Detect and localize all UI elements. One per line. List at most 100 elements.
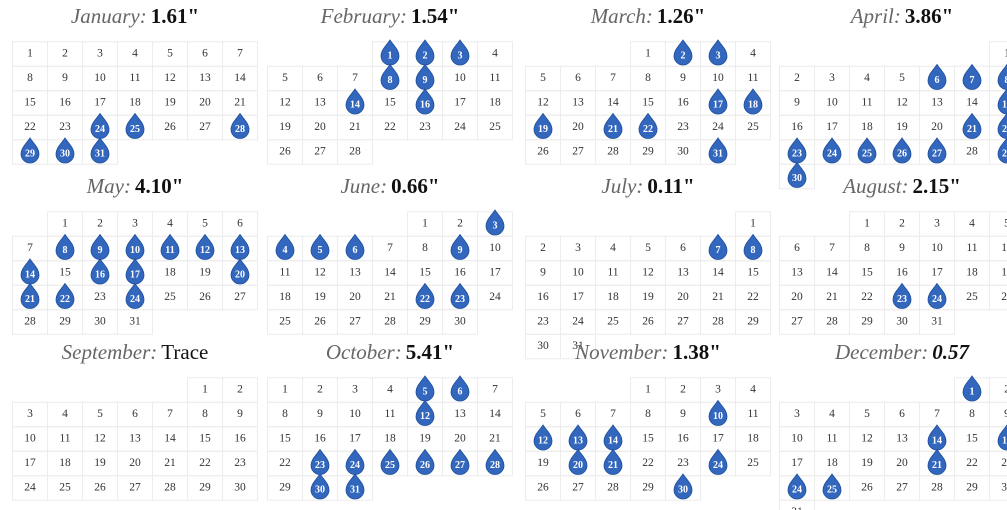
rain-drop — [533, 112, 553, 139]
day-number: 12 — [896, 97, 908, 109]
rain-drop — [345, 473, 365, 500]
day-number: 5 — [167, 48, 173, 60]
day-number: 2 — [540, 242, 546, 254]
rain-drop — [415, 448, 435, 475]
day-number: 10 — [24, 433, 36, 445]
day-number: 27 — [234, 291, 246, 303]
day-cell — [989, 139, 1007, 165]
day-number: 9 — [458, 245, 463, 256]
day-number: 4 — [750, 384, 756, 396]
day-number: 31 — [572, 340, 584, 352]
day-number: 14 — [350, 99, 360, 110]
day-number: 8 — [1005, 75, 1007, 86]
day-number: 31 — [791, 506, 803, 510]
day-number: 30 — [1001, 482, 1007, 494]
month-name: February: — [320, 4, 407, 28]
day-number: 19 — [1001, 267, 1007, 279]
day-number: 15 — [419, 267, 431, 279]
day-number: 3 — [829, 72, 835, 84]
day-number: 27 — [572, 146, 584, 158]
day-number: 20 — [573, 460, 583, 471]
day-number: 15 — [966, 433, 978, 445]
rain-drop — [892, 282, 912, 309]
day-number: 31 — [931, 316, 943, 328]
day-number: 13 — [314, 97, 326, 109]
day-number: 21 — [608, 460, 618, 471]
day-number: 26 — [897, 148, 907, 159]
day-number: 19 — [537, 457, 549, 469]
day-number: 6 — [680, 242, 686, 254]
day-number: 28 — [349, 146, 361, 158]
day-number: 19 — [538, 124, 548, 135]
day-cell — [117, 309, 153, 335]
month-total: 1.54" — [411, 4, 459, 28]
day-number: 28 — [607, 146, 619, 158]
day-number: 11 — [279, 267, 290, 279]
month-title: January: 1.61" — [71, 4, 199, 28]
rain-drop — [997, 88, 1007, 115]
day-number: 23 — [94, 291, 106, 303]
day-number: 9 — [423, 75, 428, 86]
day-number: 21 — [712, 291, 724, 303]
day-number: 15 — [199, 433, 211, 445]
day-number: 24 — [95, 124, 105, 135]
day-number: 1 — [282, 384, 288, 396]
day-number: 22 — [642, 457, 654, 469]
day-number: 21 — [164, 457, 176, 469]
day-number: 7 — [167, 408, 173, 420]
day-number: 11 — [59, 433, 70, 445]
day-number: 14 — [234, 72, 246, 84]
day-number: 2 — [237, 384, 243, 396]
rain-drop — [450, 39, 470, 66]
day-number: 14 — [384, 267, 396, 279]
day-number: 26 — [537, 146, 549, 158]
rain-drop — [415, 282, 435, 309]
rain-drop — [125, 282, 145, 309]
rain-drop — [822, 473, 842, 500]
month-total: 1.61" — [151, 4, 199, 28]
day-number: 24 — [350, 460, 360, 471]
day-number: 10 — [931, 242, 943, 254]
day-number: 2 — [1004, 384, 1007, 396]
day-number: 16 — [1002, 435, 1007, 446]
day-number: 18 — [607, 291, 619, 303]
day-cell — [989, 114, 1007, 141]
day-number: 6 — [458, 386, 463, 397]
day-number: 10 — [94, 72, 106, 84]
day-number: 4 — [283, 245, 288, 256]
day-number: 9 — [1004, 408, 1007, 420]
month-total: 1.38" — [672, 340, 720, 364]
day-number: 21 — [608, 124, 618, 135]
rain-drop — [743, 88, 763, 115]
day-number: 16 — [791, 121, 803, 133]
day-number: 3 — [493, 220, 498, 231]
day-number: 4 — [167, 218, 173, 230]
rain-drop — [927, 448, 947, 475]
month-title: July: 0.11" — [601, 174, 694, 198]
rain-drop — [708, 88, 728, 115]
day-cell — [779, 499, 815, 510]
day-number: 24 — [827, 148, 837, 159]
rain-drop — [708, 448, 728, 475]
rain-drop — [195, 233, 215, 260]
day-number: 29 — [642, 482, 654, 494]
day-number: 8 — [27, 72, 33, 84]
day-number: 30 — [60, 148, 70, 159]
rain-drop — [673, 473, 693, 500]
rain-drop — [927, 282, 947, 309]
day-cell — [735, 309, 771, 335]
day-number: 2 — [457, 218, 463, 230]
day-number: 10 — [826, 97, 838, 109]
day-number: 16 — [234, 433, 246, 445]
rain-drop — [962, 63, 982, 90]
day-number: 14 — [164, 433, 176, 445]
day-number: 15 — [59, 267, 71, 279]
day-number: 30 — [537, 340, 549, 352]
day-cell — [222, 475, 258, 501]
day-number: 8 — [388, 75, 393, 86]
day-number: 6 — [237, 218, 243, 230]
day-number: 9 — [62, 72, 68, 84]
